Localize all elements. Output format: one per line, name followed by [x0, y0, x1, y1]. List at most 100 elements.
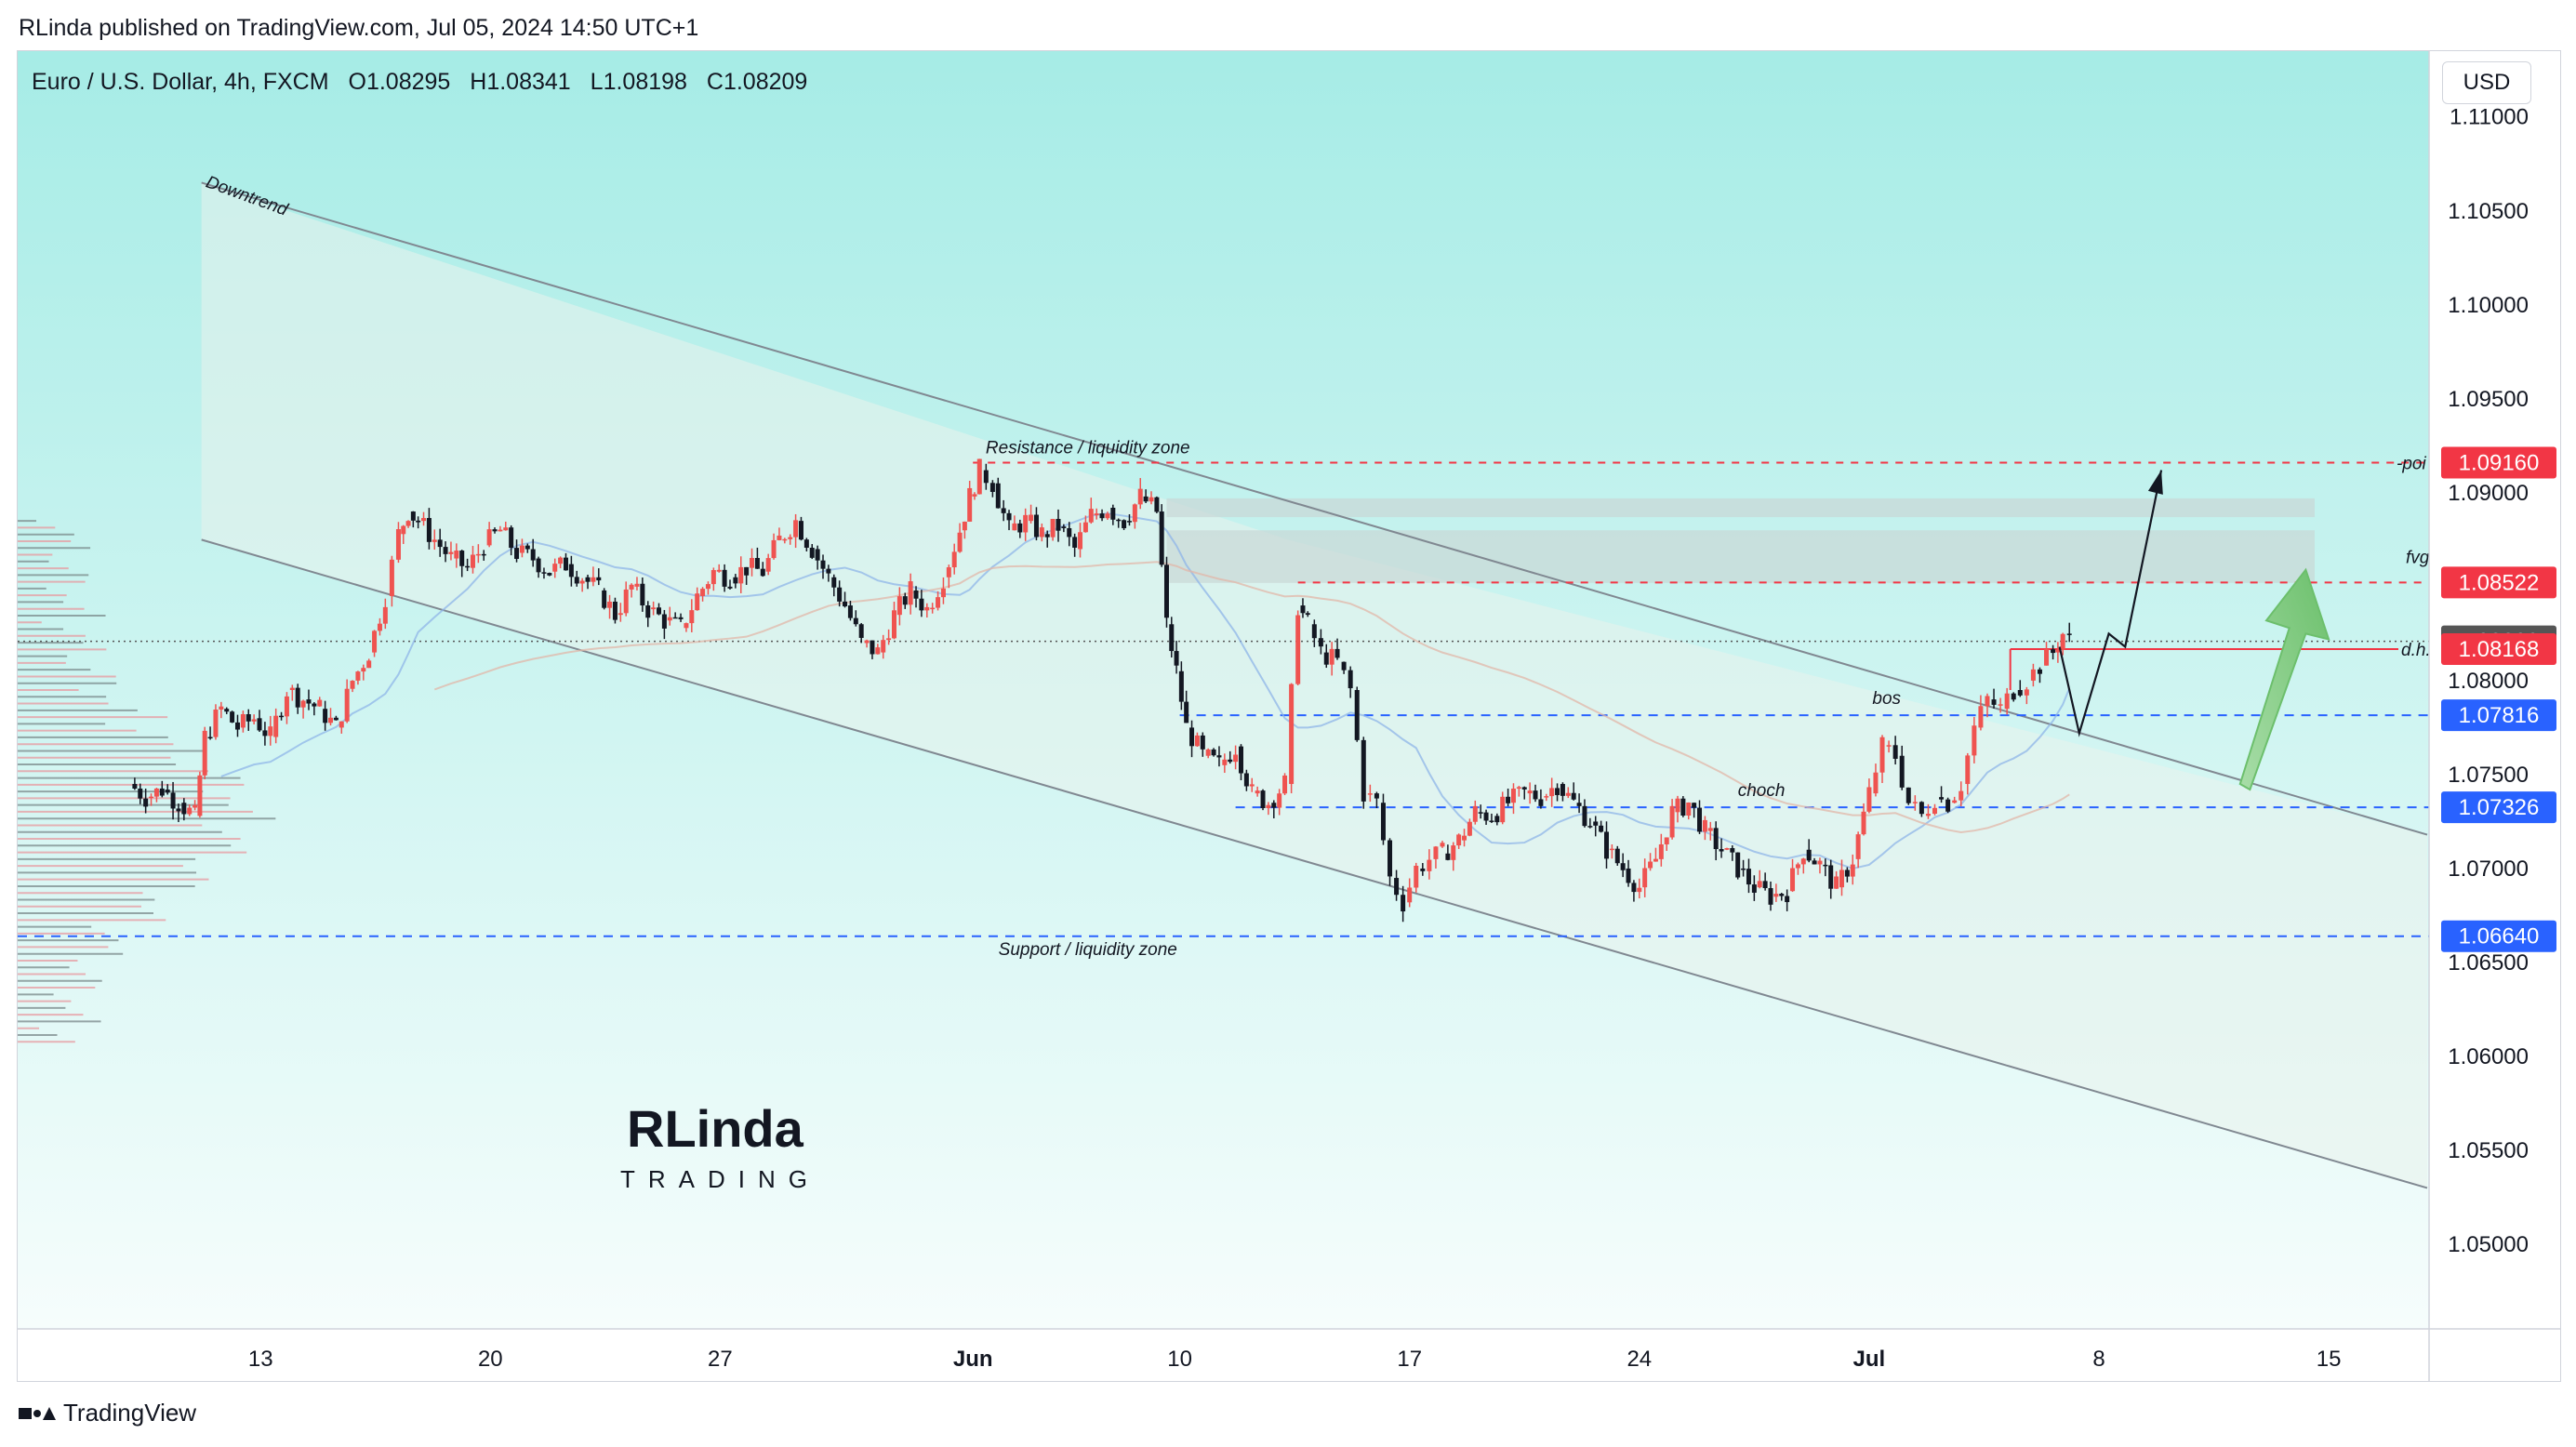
candle-body — [1044, 534, 1050, 538]
candle-body — [1614, 848, 1620, 864]
projection-arrow-head — [2147, 470, 2163, 495]
candle-body — [1533, 790, 1538, 800]
candle-body — [1001, 508, 1006, 513]
candle-body — [219, 706, 224, 710]
candle-body — [1266, 804, 1271, 808]
chart-panel[interactable]: Downtrend Resistance / liquidity zone Supp… — [17, 50, 2561, 1382]
candle-body — [536, 558, 541, 573]
time-axis-tick: 15 — [2317, 1347, 2342, 1372]
candle-body — [777, 535, 782, 540]
candle-body — [530, 549, 536, 561]
candle-body — [1163, 564, 1169, 618]
candle-body — [2055, 649, 2061, 653]
candle-body — [323, 709, 328, 724]
candle-body — [300, 700, 306, 708]
downtrend-upper-line — [201, 181, 2428, 836]
rlinda-logo: RLinda TRADING — [620, 1099, 807, 1193]
candle-body — [230, 711, 235, 723]
candle-body — [1440, 843, 1445, 847]
candle-body — [514, 548, 520, 559]
price-axis-tick: 1.08000 — [2448, 669, 2529, 694]
candle-body — [1289, 684, 1295, 785]
candle-body — [289, 687, 295, 690]
candle-body — [389, 559, 394, 596]
candle-body — [2024, 689, 2029, 696]
candle-body — [1222, 759, 1228, 765]
candle-body — [1692, 803, 1697, 808]
candle-body — [896, 596, 902, 616]
candle-body — [645, 605, 651, 618]
candle-body — [815, 549, 820, 561]
candle-body — [475, 553, 481, 556]
candle-body — [634, 583, 640, 587]
poi-label: -poi — [2397, 455, 2426, 474]
symbol-legend: Euro / U.S. Dollar, 4h, FXCM O1.08295 H1… — [32, 69, 820, 96]
candle-body — [1361, 739, 1366, 802]
candle-body — [1311, 624, 1317, 639]
price-tag — [2441, 566, 2556, 599]
time-axis-tick: 17 — [1397, 1347, 1422, 1372]
candle-body — [1394, 878, 1400, 896]
candle-body — [695, 593, 700, 611]
candle-body — [1834, 876, 1839, 889]
candle-body — [1516, 787, 1521, 790]
candle-body — [1039, 527, 1044, 538]
candle-body — [853, 617, 858, 625]
candle-body — [750, 558, 755, 568]
candle-body — [976, 458, 982, 495]
price-axis-tick: 1.05000 — [2448, 1232, 2529, 1257]
candle-body — [1664, 837, 1669, 844]
candle-body — [864, 640, 870, 644]
price-axis-tick: 1.09500 — [2448, 387, 2529, 412]
candle-body — [1790, 868, 1796, 892]
candle-body — [165, 790, 170, 793]
candle-body — [355, 671, 361, 681]
legend-low: L1.08198 — [590, 69, 687, 95]
candle-body — [1318, 638, 1323, 647]
fvg-zone — [1166, 530, 2315, 583]
candle-body — [395, 529, 401, 560]
time-axis-tick: 8 — [2092, 1347, 2105, 1372]
candle-body — [733, 577, 738, 584]
candle-body — [1620, 863, 1626, 870]
candle-body — [661, 614, 667, 629]
candle-body — [558, 557, 564, 564]
candle-body — [902, 596, 908, 605]
candle-body — [138, 788, 143, 799]
candle-body — [421, 518, 427, 522]
candle-body — [1925, 814, 1931, 816]
candle-body — [382, 606, 388, 624]
candle-body — [727, 586, 733, 589]
symbol-name: Euro / U.S. Dollar, 4h, FXCM — [32, 69, 329, 95]
candle-body — [1169, 624, 1175, 652]
candle-body — [847, 605, 853, 618]
candle-body — [1494, 816, 1500, 823]
currency-button[interactable]: USD — [2442, 61, 2531, 104]
candle-body — [2011, 693, 2016, 700]
candle-body — [1061, 526, 1067, 528]
candle-body — [1260, 790, 1266, 808]
legend-open: O1.08295 — [348, 69, 451, 95]
candle-body — [1427, 859, 1432, 871]
candle-body — [798, 521, 803, 540]
candle-body — [181, 803, 187, 815]
candle-body — [524, 545, 530, 550]
candle-body — [585, 577, 591, 582]
candle-body — [1609, 848, 1614, 851]
candle-body — [574, 577, 579, 584]
candle-body — [1132, 504, 1137, 523]
candle-body — [1472, 805, 1478, 822]
candle-body — [1414, 865, 1419, 888]
candle-body — [1757, 881, 1762, 888]
candle-body — [1228, 759, 1233, 763]
candle-body — [1576, 803, 1582, 806]
footer-brand-text: TradingView — [63, 1399, 197, 1427]
candle-body — [1178, 670, 1184, 702]
price-axis-tick: 1.07000 — [2448, 856, 2529, 882]
candle-body — [1751, 884, 1757, 893]
candle-body — [1072, 537, 1078, 548]
footer-brand[interactable]: TradingView — [19, 1399, 196, 1427]
candle-body — [197, 775, 203, 816]
candle-body — [1978, 706, 1984, 728]
